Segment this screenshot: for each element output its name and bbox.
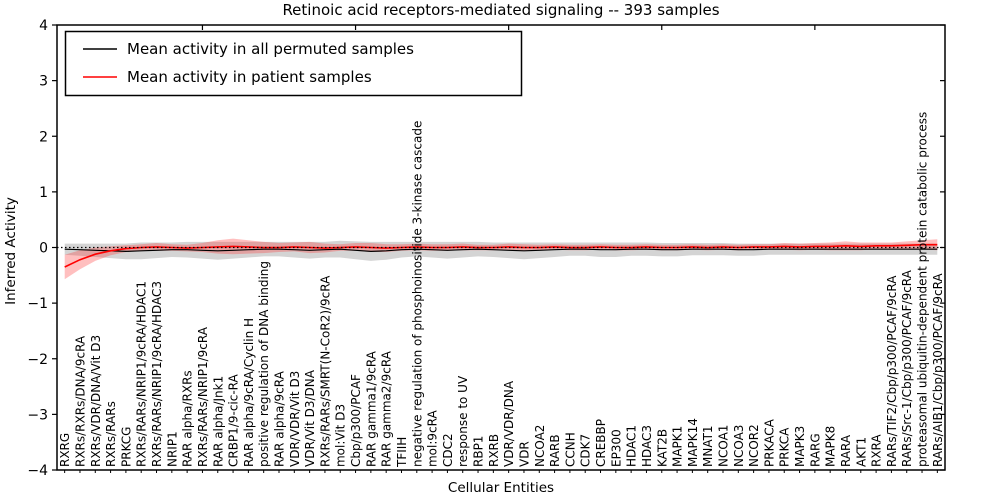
x-tick-label: RXRs/RARs — [104, 401, 118, 467]
x-tick-label: response to UV — [456, 375, 470, 467]
y-tick-label: 1 — [39, 185, 48, 201]
x-tick-label: RAR alpha/RXRs — [181, 370, 195, 467]
x-tick-label: CDK7 — [579, 434, 593, 467]
x-tick-label: CCNH — [563, 432, 577, 467]
x-tick-label: mol:9cRA — [426, 410, 440, 467]
x-tick-label: RBP1 — [472, 436, 486, 467]
x-axis-label: Cellular Entities — [448, 480, 554, 496]
x-tick-label: RAR alpha/9cRA/Cyclin H — [242, 318, 256, 467]
x-tick-label: RARG — [808, 433, 822, 467]
x-tick-label: RARs/Src-1/Cbp/p300/PCAF/9cRA — [900, 269, 914, 467]
series-band-0 — [64, 240, 938, 261]
y-tick-label: 0 — [39, 241, 48, 257]
x-tick-label: RXRA — [870, 434, 884, 467]
x-tick-label: NCOA2 — [533, 425, 547, 467]
y-axis-label: Inferred Activity — [3, 197, 19, 305]
y-tick-label: −4 — [27, 463, 48, 479]
y-tick-label: −1 — [27, 296, 48, 312]
x-tick-label: VDR/VDR/DNA — [502, 380, 516, 467]
x-tick-label: negative regulation of phosphoinositide … — [410, 121, 424, 467]
x-tick-label: RAR alpha/9cRA — [273, 370, 287, 467]
x-tick-label: PRKACA — [762, 418, 776, 467]
x-tick-label: AKT1 — [854, 437, 868, 467]
x-tick-label: proteasomal ubiquitin-dependent protein … — [916, 112, 930, 467]
x-tick-label: RXRs/RARs/NRIP1/9cRA/HDAC3 — [150, 281, 164, 467]
x-tick-label: MNAT1 — [701, 425, 715, 467]
x-tick-label: RAR gamma1/9cRA — [364, 350, 378, 467]
x-tick-label: CDC2 — [441, 433, 455, 467]
x-tick-label: TFIIH — [395, 437, 409, 468]
x-tick-label: positive regulation of DNA binding — [257, 261, 271, 467]
y-tick-label: 2 — [39, 129, 48, 145]
x-tick-label: EP300 — [609, 429, 623, 467]
x-tick-label: RXRs/RXRs/DNA/9cRA — [73, 335, 87, 467]
x-tick-label: RARB — [548, 434, 562, 467]
legend-box — [64, 30, 523, 97]
x-tick-label: NCOR2 — [747, 424, 761, 467]
x-tick-label: RXRs/RARs/NRIP1/9cRA — [196, 326, 210, 467]
x-tick-label: VDR/Vit D3/DNA — [303, 369, 317, 467]
x-tick-label: RARs/TIF2/Cbp/p300/PCAF/9cRA — [885, 275, 899, 467]
x-tick-label: VDR/VDR/Vit D3 — [288, 371, 302, 467]
x-tick-label: RARs/AIB1/Cbp/p300/PCAF/9cRA — [931, 273, 945, 467]
series-line-0 — [64, 248, 938, 253]
x-tick-label: HDAC3 — [640, 425, 654, 467]
x-tick-label: RARA — [839, 434, 853, 467]
x-tick-label: RXRG — [58, 433, 72, 467]
x-tick-label: RAR alpha/Jnk1 — [211, 376, 225, 467]
y-tick-label: 4 — [39, 18, 48, 34]
legend-label-permuted: Mean activity in all permuted samples — [127, 40, 414, 58]
x-tick-label: NCOA1 — [717, 425, 731, 467]
x-tick-label: MAPK14 — [686, 418, 700, 467]
x-tick-label: CRBP1/9-cic-RA — [227, 373, 241, 467]
legend-label-patient: Mean activity in patient samples — [127, 68, 372, 86]
x-tick-label: mol:Vit D3 — [334, 404, 348, 467]
x-tick-label: RXRs/RARs/SMRT(N-CoR2)/9cRA — [318, 275, 332, 467]
x-tick-label: MAPK1 — [671, 426, 685, 467]
plot-frame — [56, 24, 946, 471]
x-tick-label: RXRB — [487, 434, 501, 467]
x-tick-label: MAPK8 — [824, 426, 838, 467]
y-tick-label: 3 — [39, 74, 48, 90]
x-tick-label: CREBBP — [594, 419, 608, 467]
x-tick-label: NRIP1 — [165, 431, 179, 467]
x-tick-label: PRKCG — [119, 427, 133, 467]
x-tick-label: RXRs/VDR/DNA/Vit D3 — [89, 335, 103, 467]
x-tick-label: NCOA3 — [732, 425, 746, 467]
x-tick-label: KAT2B — [655, 429, 669, 467]
legend: Mean activity in all permuted samples Me… — [64, 30, 523, 97]
x-tick-label: Cbp/p300/PCAF — [349, 374, 363, 467]
series-band-1 — [64, 238, 938, 280]
x-tick-label: RXRs/RARs/NRIP1/9cRA/HDAC1 — [135, 281, 149, 467]
x-tick-label: VDR — [517, 441, 531, 467]
x-tick-label: MAPK3 — [793, 426, 807, 467]
y-tick-label: −2 — [27, 352, 48, 368]
x-tick-label: HDAC1 — [625, 425, 639, 467]
chart-title: Retinoic acid receptors-mediated signali… — [282, 1, 719, 19]
x-tick-label: PRKCA — [778, 427, 792, 467]
x-tick-label: RAR gamma2/9cRA — [380, 350, 394, 467]
y-tick-label: −3 — [27, 407, 48, 423]
